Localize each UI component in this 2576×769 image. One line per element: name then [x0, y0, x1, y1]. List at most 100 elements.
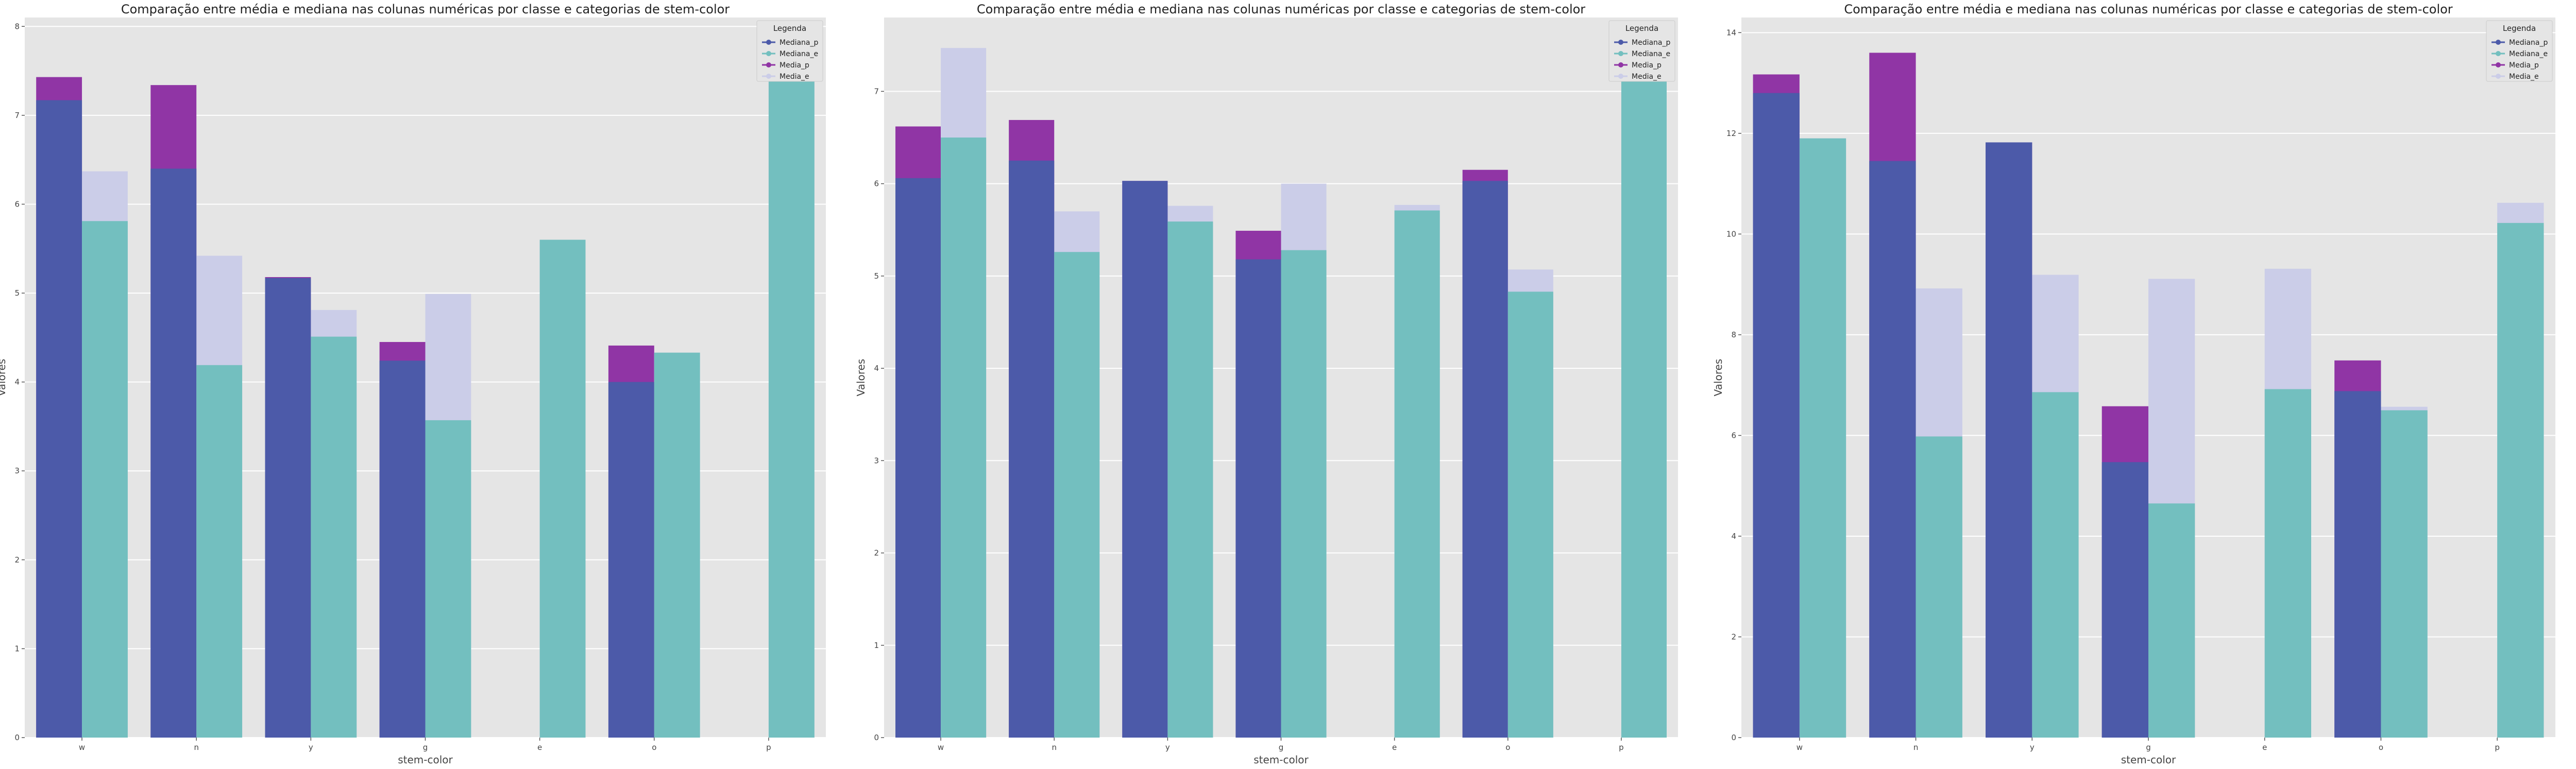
x-tick-label: p: [2495, 743, 2500, 752]
legend-entry: Mediana_p: [779, 39, 819, 47]
legend-entry: Mediana_p: [1632, 39, 1671, 47]
x-tick-label: p: [766, 743, 771, 752]
y-tick-label: 5: [874, 271, 879, 281]
chart-title: Comparação entre média e mediana nas col…: [977, 2, 1585, 16]
bar-mediana-e-w: [941, 138, 987, 738]
y-tick-label: 0: [14, 733, 20, 742]
x-tick-label: n: [1913, 743, 1919, 752]
y-tick-label: 2: [874, 549, 879, 558]
bar-mediana-p-w: [895, 178, 941, 738]
x-tick-label: n: [194, 743, 199, 752]
y-axis-label: Valores: [1712, 359, 1724, 397]
legend-entry: Mediana_p: [2509, 39, 2548, 47]
bar-mediana-p-o: [2334, 391, 2381, 738]
legend-entry: Media_e: [2509, 73, 2539, 81]
y-tick-label: 4: [874, 364, 879, 373]
legend-marker: [766, 40, 771, 45]
x-tick-label: y: [1165, 743, 1170, 752]
legend-marker: [2496, 74, 2501, 79]
bar-mediana-e-w: [82, 221, 128, 738]
x-tick-label: o: [652, 743, 656, 752]
y-tick-label: 3: [874, 456, 879, 465]
legend: Legenda Mediana_p Mediana_e Media_p Media_e: [756, 20, 823, 82]
legend-title: Legenda: [773, 24, 806, 33]
legend-entry: Media_e: [779, 73, 809, 81]
legend-entry: Mediana_e: [1632, 50, 1670, 58]
legend-entry: Mediana_e: [2509, 50, 2548, 58]
bar-mediana-p-g: [1235, 259, 1281, 738]
bar-mediana-e-o: [1507, 292, 1553, 738]
x-tick-label: y: [309, 743, 313, 752]
bar-mediana-p-n: [150, 168, 197, 738]
chart-panel-3: 0 2 4 6 8 10 12 14 w n y g e o p Comparação entre média…: [1712, 2, 2555, 766]
bar-mediana-e-n: [196, 365, 243, 738]
bar-mediana-e-g: [2148, 503, 2195, 738]
bar-mediana-e-o: [2381, 410, 2428, 738]
x-axis-label: stem-color: [398, 754, 453, 766]
x-tick-label: y: [2030, 743, 2035, 752]
bar-mediana-p-y: [1122, 181, 1168, 738]
bar-mediana-p-w: [36, 100, 82, 738]
y-tick-label: 8: [1731, 330, 1736, 339]
bar-mediana-e-p: [768, 52, 815, 738]
y-axis-label: Valores: [855, 359, 867, 397]
chart-panel-1: 0 1 2 3 4 5 6 7 8 w n y g e o p Comparação entre média e…: [0, 2, 826, 766]
bar-mediana-p-n: [1869, 161, 1916, 738]
bar-mediana-e-n: [1916, 436, 1962, 738]
x-tick-label: o: [1505, 743, 1510, 752]
legend-marker: [2496, 62, 2501, 67]
bar-mediana-e-e: [2264, 389, 2311, 738]
legend-box: [2486, 20, 2553, 82]
bar-mediana-p-w: [1753, 93, 1800, 738]
bar-mediana-e-y: [1167, 221, 1213, 738]
x-tick-label: n: [1052, 743, 1057, 752]
bar-mediana-e-e: [539, 240, 586, 738]
x-tick-label: g: [423, 743, 428, 752]
y-tick-label: 1: [874, 641, 879, 650]
x-tick-label: p: [1619, 743, 1624, 752]
bar-mediana-e-e: [1394, 210, 1440, 738]
bar-mediana-p-o: [608, 382, 654, 738]
chart-panel-2: 0 1 2 3 4 5 6 7 w n y g e o p Comparação entre média e …: [855, 2, 1678, 766]
legend-marker: [766, 51, 771, 56]
y-tick-label: 1: [14, 644, 20, 653]
x-tick-label: g: [1279, 743, 1284, 752]
legend-entry: Media_p: [1632, 61, 1662, 70]
legend-marker: [1618, 51, 1623, 56]
bar-mediana-p-y: [265, 278, 311, 738]
bar-mediana-p-g: [2102, 462, 2148, 738]
x-tick-label: w: [79, 743, 85, 752]
y-tick-label: 8: [14, 22, 20, 31]
legend-title: Legenda: [2503, 24, 2536, 33]
y-tick-label: 7: [14, 111, 20, 120]
y-tick-label: 7: [874, 87, 879, 96]
legend: Legenda Mediana_p Mediana_e Media_p Media_e: [2486, 20, 2553, 82]
x-tick-label: o: [2379, 743, 2383, 752]
legend-entry: Media_e: [1632, 73, 1662, 81]
y-tick-label: 5: [14, 288, 20, 298]
y-tick-label: 4: [1731, 532, 1736, 541]
bar-mediana-e-p: [2497, 223, 2544, 738]
x-tick-label: g: [2146, 743, 2151, 752]
y-tick-label: 6: [1731, 431, 1736, 440]
bar-mediana-p-g: [379, 361, 426, 738]
legend: Legenda Mediana_p Mediana_e Media_p Media_e: [1608, 20, 1675, 82]
bar-mediana-e-g: [1281, 250, 1327, 738]
bar-mediana-p-n: [1009, 160, 1055, 738]
legend-box: [756, 20, 823, 82]
legend-marker: [2496, 40, 2501, 45]
y-tick-label: 6: [14, 199, 20, 209]
chart-title: Comparação entre média e mediana nas col…: [1844, 2, 2452, 16]
x-tick-label: e: [1392, 743, 1397, 752]
legend-entry: Mediana_e: [779, 50, 818, 58]
y-tick-label: 0: [1731, 733, 1736, 742]
bar-mediana-e-y: [2032, 392, 2079, 738]
y-tick-label: 3: [14, 466, 20, 475]
legend-entry: Media_p: [2509, 61, 2539, 70]
bar-mediana-e-y: [311, 336, 357, 738]
bar-mediana-e-n: [1054, 252, 1100, 738]
bar-mediana-e-p: [1621, 78, 1667, 738]
legend-entry: Media_p: [779, 61, 809, 70]
